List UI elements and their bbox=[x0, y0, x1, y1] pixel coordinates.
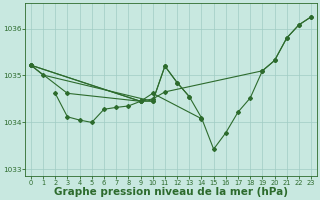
X-axis label: Graphe pression niveau de la mer (hPa): Graphe pression niveau de la mer (hPa) bbox=[54, 187, 288, 197]
